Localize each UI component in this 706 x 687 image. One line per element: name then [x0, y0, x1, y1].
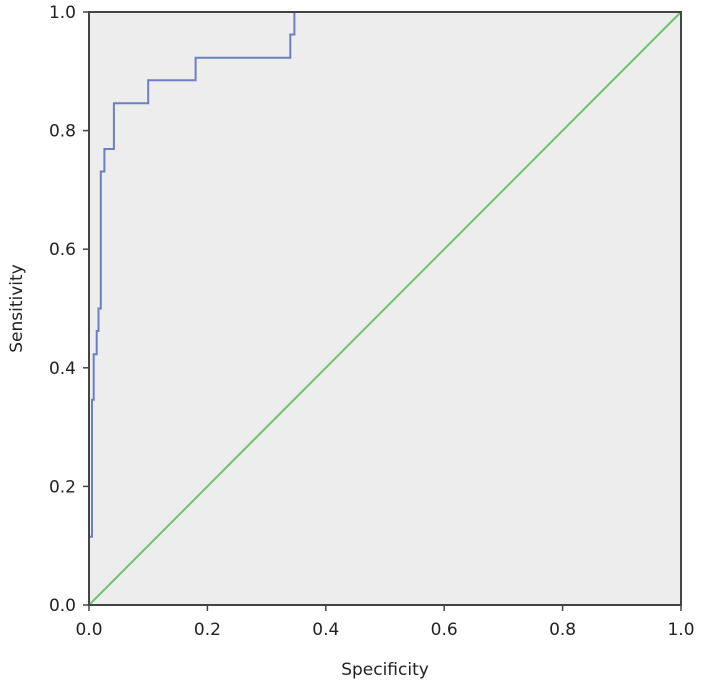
plot-frame: [88, 11, 682, 606]
x-tick-label: 1.0: [667, 620, 694, 640]
ticks-layer: 0.0 0.2 0.4 0.6 0.8 1.0 0.0 0.2 0.4 0.6 0.8 1.0: [49, 3, 695, 640]
y-axis-title: Sensitivity: [7, 264, 27, 353]
y-tick-label: 0.0: [49, 596, 76, 616]
reference-diagonal-line: [88, 11, 682, 606]
y-tick-label: 0.2: [49, 477, 76, 497]
roc-curve-line: [89, 11, 681, 538]
series-layer: [88, 11, 682, 606]
y-tick-label: 0.6: [49, 240, 76, 260]
x-tick-label: 0.4: [312, 620, 339, 640]
y-tick-label: 1.0: [49, 3, 76, 23]
y-tick-label: 0.8: [49, 122, 76, 142]
x-tick-label: 0.8: [549, 620, 576, 640]
y-tick-label: 0.4: [49, 359, 76, 379]
x-tick-label: 0.2: [194, 620, 221, 640]
x-axis-title: Specificity: [341, 660, 429, 680]
x-tick-label: 0.0: [75, 620, 102, 640]
x-tick-label: 0.6: [431, 620, 458, 640]
